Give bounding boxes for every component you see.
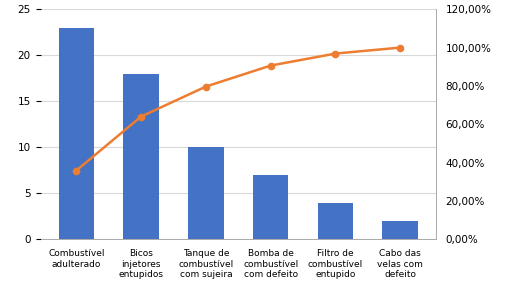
Bar xyxy=(188,147,224,239)
Bar xyxy=(58,28,94,239)
Bar xyxy=(123,74,159,239)
Bar xyxy=(318,203,353,239)
Bar xyxy=(253,175,288,239)
Bar xyxy=(382,221,418,239)
